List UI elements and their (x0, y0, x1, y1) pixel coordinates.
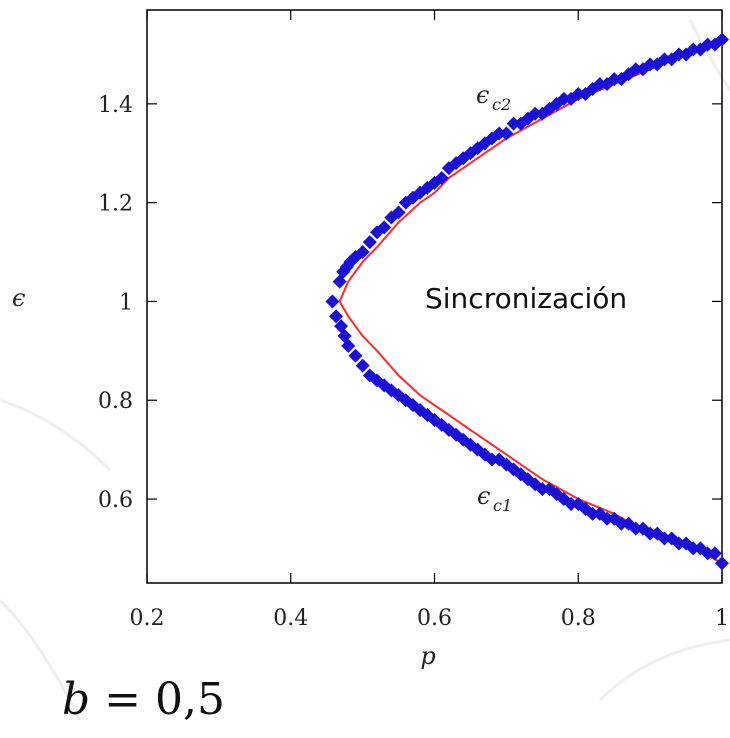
data-point (628, 521, 643, 536)
axes: 0.2 0.4 0.6 0.8 1 0.6 0.8 1 1.2 1.4 (98, 9, 729, 631)
data-point (657, 52, 672, 67)
data-points (325, 32, 729, 571)
data-point (564, 496, 579, 511)
y-tick-label: 1 (119, 290, 133, 315)
parameter-variable: b (62, 674, 91, 725)
data-point (628, 62, 643, 77)
data-point (657, 531, 672, 546)
data-point (362, 235, 377, 250)
annotation-eps-c2: ϵ c2 (476, 81, 511, 114)
data-point (535, 482, 550, 497)
data-point (686, 42, 701, 57)
y-tick-label: 0.8 (98, 389, 133, 414)
data-point (499, 126, 514, 141)
data-point (485, 452, 499, 467)
x-tick-label: 0.6 (417, 606, 452, 631)
parameter-value: = 0,5 (90, 674, 225, 725)
annotation-eps-c1-main: ϵ (477, 482, 490, 510)
y-tick-label: 1.2 (98, 192, 133, 217)
data-point (492, 126, 507, 141)
data-point (715, 556, 729, 571)
theory-curve (338, 38, 723, 302)
annotation-eps-c1: ϵ c1 (477, 482, 512, 515)
data-point (528, 106, 543, 121)
data-point (707, 546, 722, 561)
data-point (506, 116, 521, 131)
x-tick-label: 1 (715, 606, 729, 631)
data-point (329, 309, 344, 324)
annotation-eps-c2-main: ϵ (476, 81, 489, 109)
data-point (686, 541, 701, 556)
data-point (671, 536, 686, 551)
theory-curve (338, 300, 723, 565)
annotation-eps-c1-sub: c1 (493, 496, 512, 515)
data-point (355, 358, 370, 373)
data-point (341, 338, 356, 353)
y-tick-label: 0.6 (98, 488, 133, 513)
data-point (600, 511, 614, 526)
data-point (715, 32, 729, 47)
data-point (434, 170, 449, 185)
data-point (571, 86, 586, 101)
data-point (614, 516, 629, 531)
data-point (671, 47, 686, 62)
data-point (700, 37, 715, 52)
annotation-eps-c2-sub: c2 (492, 95, 511, 114)
data-point (348, 348, 363, 363)
data-point (391, 205, 406, 220)
data-point (325, 294, 340, 309)
data-point (556, 91, 571, 106)
x-tick-label: 0.2 (130, 606, 165, 631)
data-point (643, 57, 658, 72)
parameter-label: b = 0,5 (62, 674, 225, 725)
region-label-sincronizacion: Sincronización (425, 282, 627, 315)
x-tick-label: 0.8 (561, 606, 596, 631)
data-point (377, 220, 392, 235)
x-tick-label: 0.4 (273, 606, 308, 631)
x-axis-label: p (420, 642, 435, 670)
data-point (592, 77, 607, 92)
data-point (643, 526, 658, 541)
data-point (355, 245, 370, 260)
data-point (607, 72, 622, 87)
y-tick-label: 1.4 (98, 93, 133, 118)
chart-labels: ϵ p Sincronización ϵ c2 ϵ c1 (12, 81, 627, 670)
data-point (585, 506, 600, 521)
data-point (700, 546, 715, 561)
y-axis-label: ϵ (12, 284, 25, 312)
